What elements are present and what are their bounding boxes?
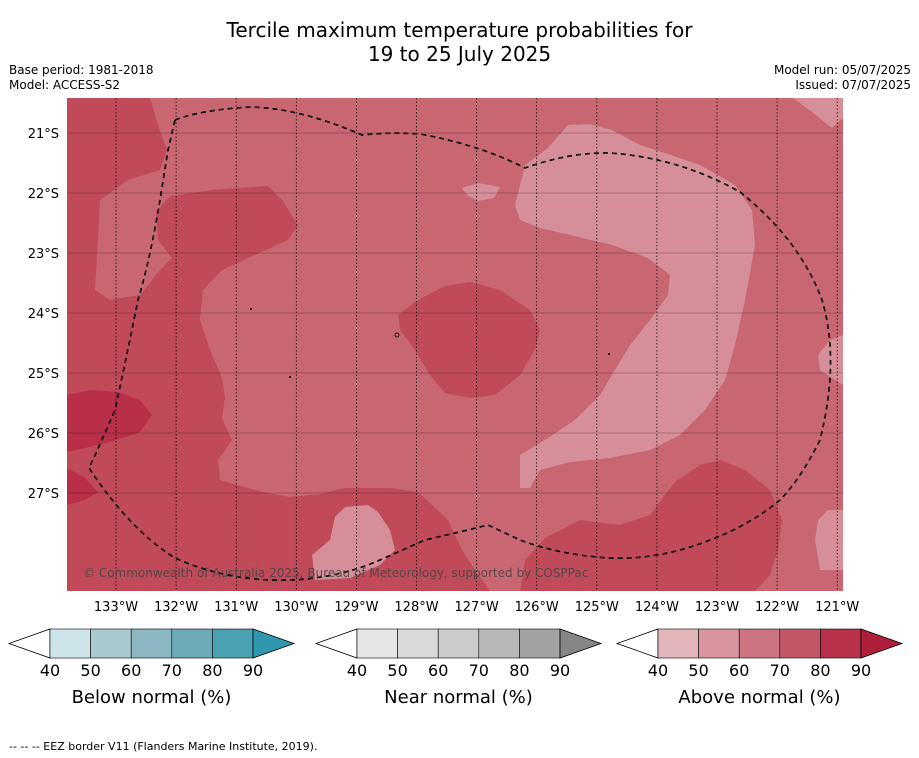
map-title-line1: Tercile maximum temperature probabilitie… bbox=[226, 18, 693, 42]
longitude-label: 121°W bbox=[815, 600, 859, 615]
latitude-label: 23°S bbox=[28, 247, 59, 262]
latitude-label: 22°S bbox=[28, 187, 59, 202]
legend-tick-label: 80 bbox=[810, 661, 830, 680]
legend-tick-label: 60 bbox=[729, 661, 749, 680]
probability-region-70-80-central bbox=[398, 282, 540, 398]
probability-region-70-80-west bbox=[67, 98, 490, 591]
longitude-label: 129°W bbox=[334, 600, 378, 615]
probability-region-50-60-southeast bbox=[815, 510, 843, 570]
island-marker bbox=[608, 353, 610, 355]
latitude-label: 24°S bbox=[28, 307, 59, 322]
legend-tick-label: 70 bbox=[469, 661, 489, 680]
longitude-label: 126°W bbox=[515, 600, 559, 615]
legend-swatch bbox=[657, 628, 699, 659]
probability-region-50-60-northeast bbox=[793, 98, 843, 128]
longitude-gridlines bbox=[115, 98, 838, 591]
legend-title: Near normal (%) bbox=[384, 687, 533, 708]
legend-tick-label: 90 bbox=[243, 661, 263, 680]
map-figure: © Commonwealth of Australia 2025, Bureau… bbox=[7, 98, 904, 708]
meta-left: Base period: 1981-2018 Model: ACCESS-S2 bbox=[9, 63, 154, 93]
legend-tick-label: 90 bbox=[550, 661, 570, 680]
model-text: Model: ACCESS-S2 bbox=[9, 78, 121, 92]
legend-swatch bbox=[519, 628, 561, 659]
latitude-gridlines bbox=[67, 132, 843, 494]
island-marker bbox=[250, 308, 252, 310]
legend-under-triangle bbox=[7, 628, 51, 659]
probability-region-50-60-island bbox=[462, 183, 500, 201]
legend-tick-label: 40 bbox=[648, 661, 668, 680]
longitude-label: 127°W bbox=[455, 600, 499, 615]
legend-tick-label: 50 bbox=[688, 661, 708, 680]
latitude-label: 21°S bbox=[28, 127, 59, 142]
copyright-text: © Commonwealth of Australia 2025, Bureau… bbox=[83, 566, 588, 580]
longitude-label: 128°W bbox=[394, 600, 438, 615]
legend-swatch bbox=[698, 628, 740, 659]
probability-region-50-60-south bbox=[312, 505, 395, 580]
latitude-label: 26°S bbox=[28, 427, 59, 442]
eez-footnote: -- -- -- EEZ border V11 (Flanders Marine… bbox=[9, 740, 318, 753]
legend-swatch bbox=[356, 628, 398, 659]
legend-swatch bbox=[90, 628, 132, 659]
legend-swatch bbox=[130, 628, 173, 659]
island-marker bbox=[394, 332, 400, 338]
legend-tick-label: 60 bbox=[428, 661, 448, 680]
legend-swatch bbox=[212, 628, 254, 659]
longitude-label: 122°W bbox=[755, 600, 799, 615]
longitude-label: 123°W bbox=[695, 600, 739, 615]
legend-over-triangle bbox=[559, 628, 603, 659]
legend-tick-label: 70 bbox=[770, 661, 790, 680]
issued-text: Issued: 07/07/2025 bbox=[795, 78, 911, 92]
legend-swatch bbox=[437, 628, 480, 659]
legend-group: 40 50 60 70 80 90 Below normal (%) 40 50 60 70 80 90… bbox=[7, 628, 904, 708]
map-title-line2: 19 to 25 July 2025 bbox=[367, 42, 552, 66]
legend-title: Above normal (%) bbox=[678, 687, 840, 708]
latitude-label: 25°S bbox=[28, 367, 59, 382]
legend-swatch bbox=[49, 628, 91, 659]
legend-tick-label: 50 bbox=[387, 661, 407, 680]
legend-tick-label: 90 bbox=[851, 661, 871, 680]
probability-region-70-80-southeast bbox=[520, 460, 782, 591]
legend-tick-label: 80 bbox=[202, 661, 222, 680]
legend-tick-label: 40 bbox=[40, 661, 60, 680]
island-marker bbox=[289, 376, 291, 378]
base-period-text: Base period: 1981-2018 bbox=[9, 63, 154, 77]
below-normal-legend: 40 50 60 70 80 90 Below normal (%) bbox=[7, 628, 296, 708]
legend-under-triangle bbox=[615, 628, 659, 659]
map-plot-area: © Commonwealth of Australia 2025, Bureau… bbox=[67, 98, 843, 591]
legend-tick-label: 80 bbox=[509, 661, 529, 680]
legend-swatch bbox=[820, 628, 862, 659]
legend-under-triangle bbox=[314, 628, 358, 659]
eez-border-line bbox=[88, 106, 832, 581]
model-run-text: Model run: 05/07/2025 bbox=[773, 63, 911, 77]
legend-swatch bbox=[478, 628, 520, 659]
legend-swatch bbox=[397, 628, 439, 659]
longitude-label: 132°W bbox=[154, 600, 198, 615]
above-normal-legend: 40 50 60 70 80 90 Above normal (%) bbox=[615, 628, 904, 708]
latitude-label: 27°S bbox=[28, 487, 59, 502]
longitude-label: 125°W bbox=[575, 600, 619, 615]
latitude-labels: 21°S 22°S 23°S 24°S 25°S 26°S 27°S bbox=[28, 127, 59, 502]
longitude-label: 133°W bbox=[94, 600, 138, 615]
longitude-label: 124°W bbox=[635, 600, 679, 615]
legend-over-triangle bbox=[252, 628, 296, 659]
longitude-label: 131°W bbox=[214, 600, 258, 615]
map-title: Tercile maximum temperature probabilitie… bbox=[0, 18, 919, 66]
legend-title: Below normal (%) bbox=[72, 687, 232, 708]
probability-region-80-southwest bbox=[67, 468, 98, 505]
legend-swatch bbox=[738, 628, 781, 659]
probability-region-50-60-east bbox=[515, 124, 755, 488]
legend-tick-label: 70 bbox=[162, 661, 182, 680]
longitude-label: 130°W bbox=[274, 600, 318, 615]
meta-right: Model run: 05/07/2025 Issued: 07/07/2025 bbox=[774, 63, 911, 93]
legend-tick-label: 50 bbox=[80, 661, 100, 680]
near-normal-legend: 40 50 60 70 80 90 Near normal (%) bbox=[314, 628, 603, 708]
longitude-labels: 133°W 132°W 131°W 130°W 129°W 128°W 127°W 126°W… bbox=[94, 600, 860, 615]
legend-swatch bbox=[779, 628, 821, 659]
legend-swatch bbox=[171, 628, 213, 659]
legend-over-triangle bbox=[860, 628, 904, 659]
legend-tick-label: 60 bbox=[121, 661, 141, 680]
legend-tick-label: 40 bbox=[347, 661, 367, 680]
